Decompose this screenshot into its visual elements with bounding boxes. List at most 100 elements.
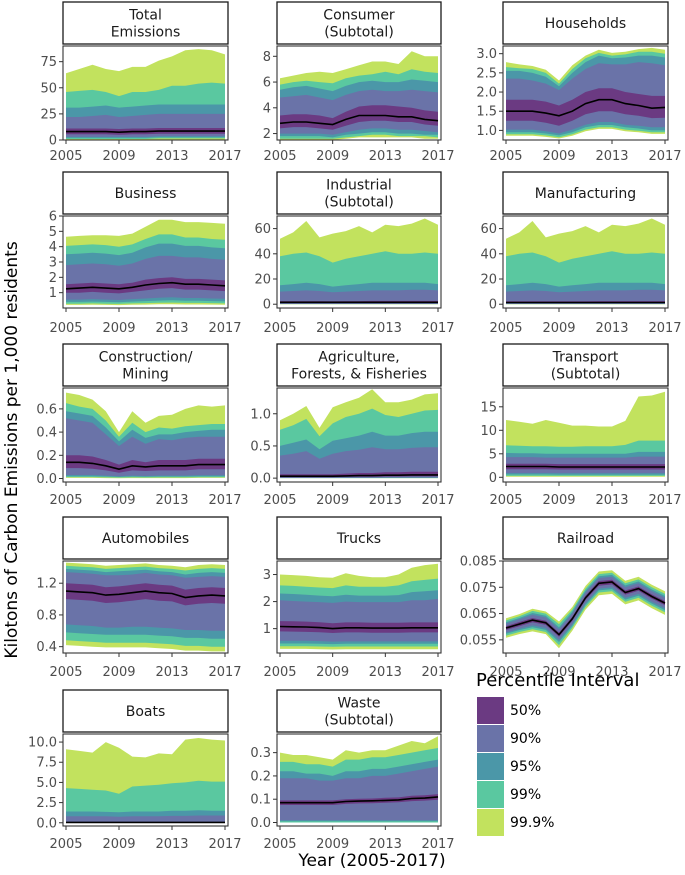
x-tick-label: 2013	[369, 493, 402, 508]
y-tick-label: 60	[254, 222, 271, 237]
y-tick-label: 1	[263, 622, 271, 637]
x-tick-label: 2009	[102, 837, 135, 852]
plot-area	[506, 47, 666, 139]
median-line	[65, 281, 226, 290]
legend-swatch	[477, 697, 504, 724]
plot-area	[66, 392, 225, 479]
x-tick-label: 2005	[49, 321, 82, 336]
facet-strip	[62, 171, 229, 215]
x-tick-label: 2013	[595, 493, 628, 508]
facet-panel: Railroad 0.055 0.065 0.075 0.085 2005 2009 2013…	[460, 516, 682, 680]
x-axis-title: Year (2005-2017)	[297, 851, 445, 871]
y-tick-label: 0.0	[36, 816, 57, 831]
y-tick-label: 2.0	[476, 86, 497, 101]
y-tick-label: 0	[489, 298, 497, 313]
legend-label: 99%	[510, 787, 541, 803]
median-line	[279, 114, 439, 126]
y-tick-label: 40	[254, 247, 271, 262]
panel-border	[276, 560, 442, 654]
legend-swatch	[477, 809, 504, 836]
median-line	[506, 465, 665, 468]
x-tick-label: 2017	[208, 665, 241, 680]
facet-panel: Households 1.0 1.5 2.0 2.5 3.0 2005 2009 2013 201…	[476, 1, 682, 164]
x-tick-label: 2009	[316, 665, 349, 680]
facet-title: Transport	[552, 350, 619, 366]
facet-strip	[62, 516, 229, 560]
facet-title: Households	[545, 16, 626, 32]
x-tick-label: 2017	[208, 493, 241, 508]
plot-area	[506, 391, 665, 477]
facet-panel: Transport(Subtotal) 0 5 10 15 2005 2009 2013 201…	[480, 343, 682, 508]
median-line	[66, 461, 225, 471]
facet-panel: Waste(Subtotal) 0.0 0.1 0.2 0.3 2005 2009 2013 2…	[250, 689, 455, 852]
legend-swatch	[477, 781, 504, 808]
x-tick-label: 2013	[595, 665, 628, 680]
y-tick-label: 6	[49, 210, 57, 225]
facet-title: Forests, & Fisheries	[291, 367, 427, 383]
y-tick-label: 1.0	[476, 124, 497, 139]
facet-title: Total	[128, 8, 162, 24]
x-tick-label: 2009	[316, 493, 349, 508]
legend-label: 90%	[510, 731, 541, 747]
x-tick-label: 2005	[263, 837, 296, 852]
y-tick-label: 0.6	[36, 402, 57, 417]
y-tick-label: 0	[49, 134, 57, 149]
y-tick-label: 10.0	[28, 736, 57, 751]
y-tick-label: 0.065	[460, 607, 497, 622]
x-tick-label: 2005	[489, 321, 522, 336]
y-tick-label: 1.0	[250, 407, 271, 422]
facet-strip	[276, 171, 442, 215]
y-tick-label: 0.2	[250, 769, 271, 784]
y-tick-label: 2.5	[36, 796, 57, 811]
x-tick-label: 2013	[155, 321, 188, 336]
facet-panel: Construction/Mining 0.0 0.2 0.4 0.6 2005 2009 2…	[36, 343, 242, 508]
band-90pct	[280, 598, 438, 642]
panel-border	[62, 560, 229, 654]
panel-border	[276, 387, 442, 483]
x-tick-label: 2009	[102, 321, 135, 336]
plot-area	[280, 736, 439, 823]
x-tick-label: 2013	[155, 493, 188, 508]
facet-title: Trucks	[336, 531, 381, 547]
y-tick-label: 4	[49, 240, 57, 255]
plot-area	[66, 49, 225, 140]
band-90pct	[66, 572, 225, 631]
median-line	[279, 625, 438, 630]
y-tick-label: 40	[480, 247, 497, 262]
facet-title: Industrial	[326, 178, 392, 194]
x-tick-label: 2017	[648, 665, 681, 680]
facet-title: Boats	[126, 704, 166, 720]
y-tick-label: 60	[480, 222, 497, 237]
y-tick-label: 5	[489, 447, 497, 462]
facet-strip	[276, 516, 442, 560]
x-tick-label: 2005	[263, 665, 296, 680]
band-50pct	[66, 455, 225, 473]
facet-title: (Subtotal)	[324, 195, 394, 211]
panel-border	[276, 215, 442, 309]
x-tick-label: 2017	[421, 665, 454, 680]
y-tick-label: 3	[263, 568, 271, 583]
x-tick-label: 2013	[595, 321, 628, 336]
plot-area	[505, 570, 666, 649]
facet-strip	[502, 1, 669, 45]
panel-border	[276, 45, 442, 141]
facet-panel: Industrial(Subtotal) 0 20 40 60 2005 2009 2013 2…	[254, 171, 455, 336]
x-tick-label: 2017	[648, 149, 681, 164]
band-50pct	[506, 88, 665, 126]
x-tick-label: 2005	[263, 149, 296, 164]
x-tick-label: 2009	[316, 321, 349, 336]
y-tick-label: 0.5	[250, 439, 271, 454]
facet-strip	[276, 689, 442, 733]
x-tick-label: 2013	[369, 837, 402, 852]
y-tick-label: 20	[254, 273, 271, 288]
x-tick-label: 2005	[489, 665, 522, 680]
legend-swatch	[477, 753, 504, 780]
y-tick-label: 0	[489, 471, 497, 486]
legend-label: 50%	[510, 703, 541, 719]
x-tick-label: 2017	[648, 321, 681, 336]
facet-title: Waste	[338, 696, 381, 712]
y-tick-label: 25	[40, 107, 57, 122]
facet-title: (Subtotal)	[324, 713, 394, 729]
x-tick-label: 2009	[542, 149, 575, 164]
